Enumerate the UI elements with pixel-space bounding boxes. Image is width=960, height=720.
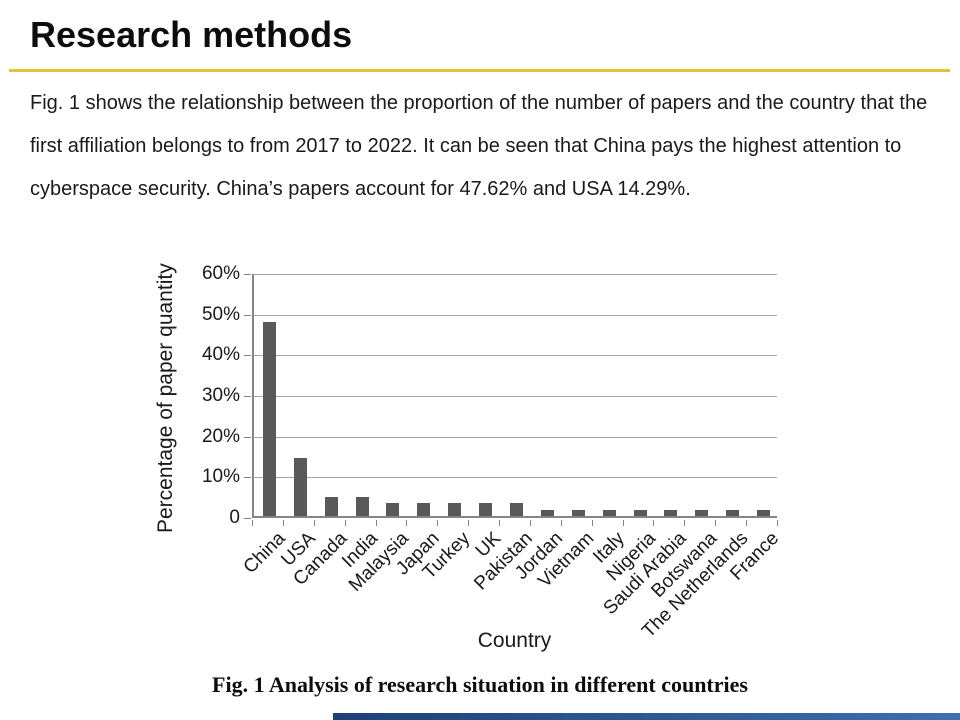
x-tick-mark: [437, 520, 439, 526]
x-axis-title: Country: [477, 629, 552, 652]
y-tick-label-40%: 40%: [201, 344, 240, 366]
y-tick-label-30%: 30%: [201, 385, 240, 406]
bar-india: [355, 496, 369, 516]
bar-usa: [293, 457, 307, 516]
x-tick-mark: [746, 520, 748, 526]
bar-malaysia: [386, 503, 400, 516]
y-tick-label-20%: 20%: [201, 425, 240, 447]
bar-france: [757, 509, 771, 516]
x-tick-mark: [468, 520, 470, 526]
gridline-50: [254, 314, 777, 316]
bar-nigeria: [633, 509, 647, 516]
x-tick-mark: [591, 520, 593, 526]
x-tick-mark: [715, 520, 717, 526]
x-tick-mark: [529, 520, 531, 526]
gridline-60: [254, 274, 777, 275]
x-tick-mark: [684, 520, 686, 526]
gridline-40: [254, 355, 777, 357]
y-tick-label-60%: 60%: [201, 263, 240, 284]
bar-canada: [324, 496, 338, 516]
y-tick-mark: [244, 355, 251, 357]
x-tick-mark: [282, 520, 284, 526]
y-tick-label-10%: 10%: [201, 466, 240, 488]
bar-saudi-arabia: [664, 509, 678, 516]
bar-jordan: [540, 509, 554, 516]
bar-botswana: [695, 509, 709, 516]
x-tick-mark: [252, 520, 253, 526]
bar-uk: [479, 503, 493, 516]
y-tick-mark: [244, 436, 251, 438]
y-tick-label-50%: 50%: [201, 303, 240, 325]
y-tick-mark: [244, 314, 251, 316]
bar-china: [262, 322, 276, 516]
gridline-30: [254, 396, 777, 397]
x-tick-mark: [344, 520, 346, 526]
x-tick-mark: [777, 520, 778, 526]
x-tick-mark: [375, 520, 377, 526]
body-paragraph: Fig. 1 shows the relationship between th…: [30, 92, 928, 200]
x-tick-mark: [499, 520, 501, 526]
bar-italy: [602, 509, 616, 516]
plot-area: [252, 274, 777, 518]
bar-japan: [417, 503, 431, 516]
title-underline: [9, 69, 950, 72]
footer-accent-bar: [333, 713, 960, 720]
x-tick-mark: [406, 520, 408, 526]
gridline-10: [254, 477, 777, 479]
y-tick-mark: [244, 518, 251, 519]
bar-the-netherlands: [726, 509, 740, 516]
y-tick-mark: [244, 477, 251, 479]
y-tick-mark: [244, 274, 251, 275]
x-tick-mark: [560, 520, 562, 526]
y-tick-mark: [244, 396, 251, 397]
gridline-20: [254, 436, 777, 438]
x-tick-mark: [313, 520, 315, 526]
slide-title: Research methods: [30, 14, 353, 55]
x-tick-mark: [622, 520, 624, 526]
bar-pakistan: [510, 503, 523, 516]
figure-caption: Fig. 1 Analysis of research situation in…: [212, 672, 748, 697]
y-tick-label-0: 0: [229, 507, 240, 528]
bar-vietnam: [571, 509, 585, 516]
bar-turkey: [448, 503, 462, 516]
x-tick-mark: [653, 520, 655, 526]
